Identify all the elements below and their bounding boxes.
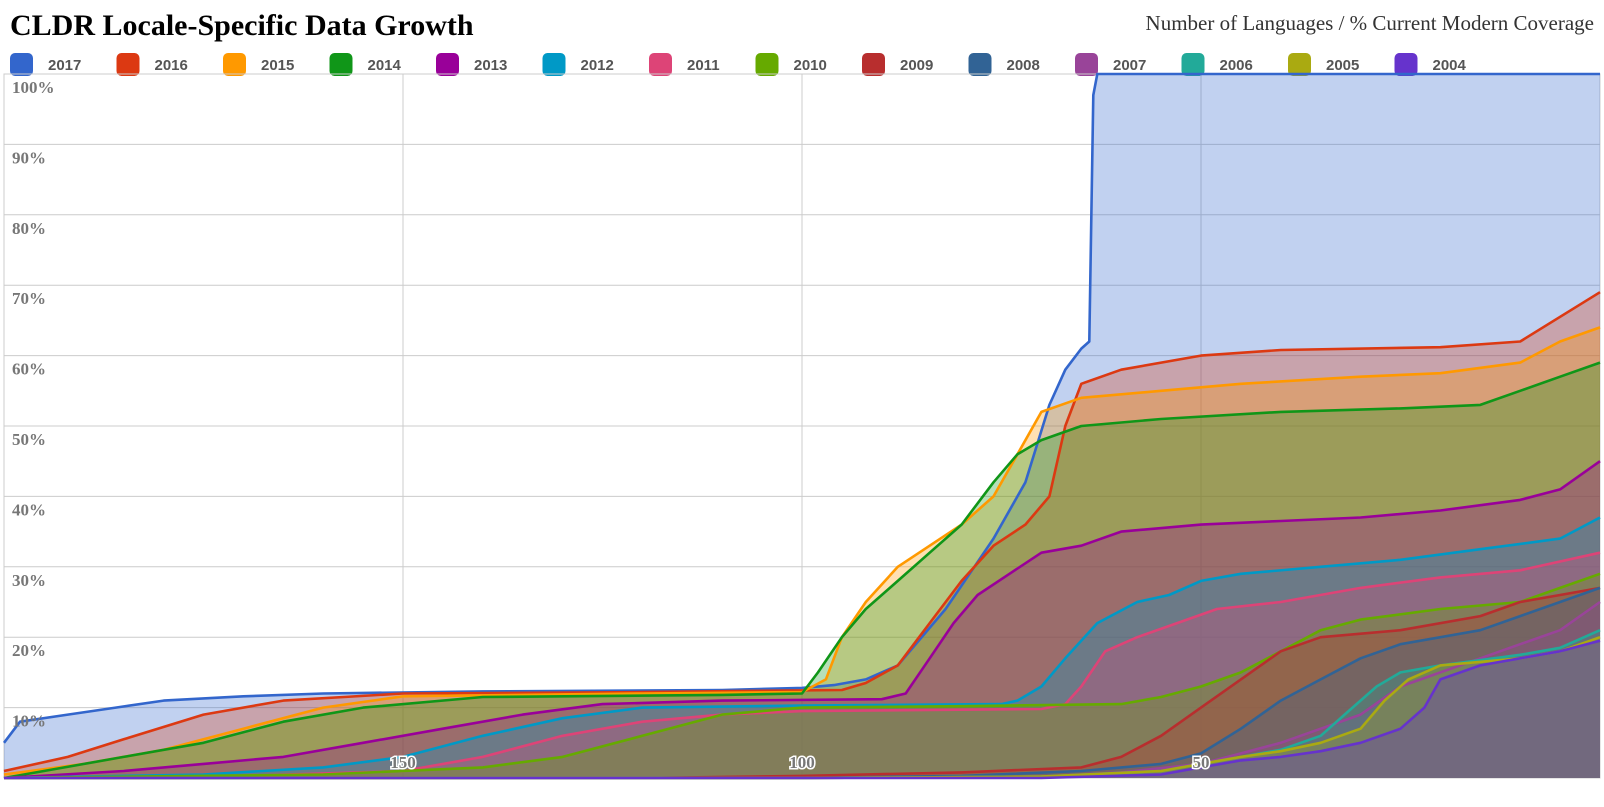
series-areas — [4, 74, 1600, 778]
legend-swatch — [1075, 53, 1098, 76]
legend-swatch — [542, 53, 566, 76]
legend-label: 2007 — [1113, 57, 1146, 74]
legend-swatch — [436, 53, 459, 76]
series-line-2010[interactable] — [3, 572, 1601, 780]
legend-item-2008[interactable]: 2008 — [968, 53, 1040, 76]
series-area-2014 — [4, 362, 1600, 778]
series-area-2009 — [4, 587, 1600, 778]
legend-item-2004[interactable]: 2004 — [1394, 53, 1467, 76]
legend-swatch — [1288, 53, 1311, 76]
x-tick-label: 150 — [390, 753, 416, 772]
legend-swatch — [329, 53, 353, 76]
series-area-2004 — [4, 640, 1600, 778]
legend-item-2010[interactable]: 2010 — [755, 53, 827, 76]
legend: 2017 2016 2015 2014 2013 2012 2011 2010 2009 2008… — [10, 53, 1467, 76]
series-line-2009[interactable] — [4, 586, 1601, 780]
y-tick-label: 40% — [12, 500, 46, 519]
legend-label: 2006 — [1220, 57, 1253, 74]
series-line-2008[interactable] — [4, 586, 1601, 780]
legend-item-2011[interactable]: 2011 — [649, 53, 720, 76]
legend-label: 2010 — [794, 57, 827, 74]
legend-item-2013[interactable]: 2013 — [436, 53, 507, 76]
legend-item-2007[interactable]: 2007 — [1075, 53, 1146, 76]
y-tick-label: 100% — [12, 78, 55, 97]
y-tick-label: 20% — [12, 641, 46, 660]
y-tick-label: 30% — [12, 571, 46, 590]
y-tick-label: 60% — [12, 360, 46, 379]
legend-swatch — [862, 53, 885, 76]
x-tick-label: 100 — [789, 753, 815, 772]
grid — [3, 73, 1601, 779]
series-line-2005[interactable] — [4, 635, 1601, 780]
y-tick-label: 50% — [12, 430, 46, 449]
legend-label: 2005 — [1326, 57, 1359, 74]
series-area-2008 — [4, 587, 1600, 778]
legend-swatch — [755, 53, 779, 76]
series-line-2012[interactable] — [3, 516, 1601, 780]
legend-label: 2011 — [687, 57, 720, 74]
legend-swatch — [10, 53, 33, 76]
legend-item-2005[interactable]: 2005 — [1288, 53, 1359, 76]
legend-label: 2015 — [261, 57, 294, 74]
legend-item-2016[interactable]: 2016 — [116, 53, 188, 76]
legend-swatch — [116, 53, 140, 76]
series-area-2012 — [4, 517, 1600, 778]
legend-swatch — [649, 53, 672, 76]
series-area-2017 — [4, 74, 1600, 778]
chart-subtitle: Number of Languages / % Current Modern C… — [1146, 11, 1594, 35]
legend-swatch — [223, 53, 246, 76]
legend-label: 2014 — [368, 57, 402, 74]
series-area-2010 — [4, 573, 1600, 778]
legend-swatch — [1181, 53, 1205, 76]
legend-swatch — [968, 53, 992, 76]
legend-label: 2004 — [1433, 57, 1467, 74]
y-axis-ticks: 10% 20% 30% 40% 50% 60% 70% 80% 90% 100% — [12, 78, 55, 731]
series-area-2015 — [4, 327, 1600, 778]
series-line-2015[interactable] — [3, 326, 1601, 776]
series-lines — [2, 72, 1601, 780]
series-line-2004[interactable] — [4, 639, 1601, 780]
legend-item-2015[interactable]: 2015 — [223, 53, 294, 76]
x-axis-ticks: 150 100 50 — [389, 752, 1211, 774]
y-tick-label: 70% — [12, 289, 46, 308]
series-area-2006 — [4, 630, 1600, 778]
legend-item-2012[interactable]: 2012 — [542, 53, 614, 76]
legend-label: 2013 — [474, 57, 507, 74]
legend-item-2009[interactable]: 2009 — [862, 53, 933, 76]
series-line-2016[interactable] — [3, 291, 1601, 773]
legend-swatch — [1394, 53, 1418, 76]
chart-title: CLDR Locale-Specific Data Growth — [10, 9, 474, 42]
legend-item-2014[interactable]: 2014 — [329, 53, 402, 76]
series-line-2011[interactable] — [3, 551, 1601, 780]
series-area-2007 — [4, 602, 1600, 778]
legend-label: 2017 — [48, 57, 81, 74]
legend-label: 2012 — [581, 57, 614, 74]
y-tick-label: 10% — [12, 712, 46, 731]
series-area-2005 — [4, 637, 1600, 778]
y-tick-label: 80% — [12, 219, 46, 238]
legend-label: 2008 — [1007, 57, 1040, 74]
legend-item-2017[interactable]: 2017 — [10, 53, 81, 76]
series-line-2013[interactable] — [3, 460, 1601, 780]
legend-label: 2009 — [900, 57, 933, 74]
series-area-2013 — [4, 461, 1600, 778]
series-line-2014[interactable] — [3, 361, 1601, 780]
x-tick-label: 50 — [1193, 753, 1210, 772]
legend-item-2006[interactable]: 2006 — [1181, 53, 1253, 76]
legend-label: 2016 — [155, 57, 188, 74]
series-area-2016 — [4, 292, 1600, 778]
y-tick-label: 90% — [12, 148, 46, 167]
series-area-2011 — [4, 552, 1600, 778]
